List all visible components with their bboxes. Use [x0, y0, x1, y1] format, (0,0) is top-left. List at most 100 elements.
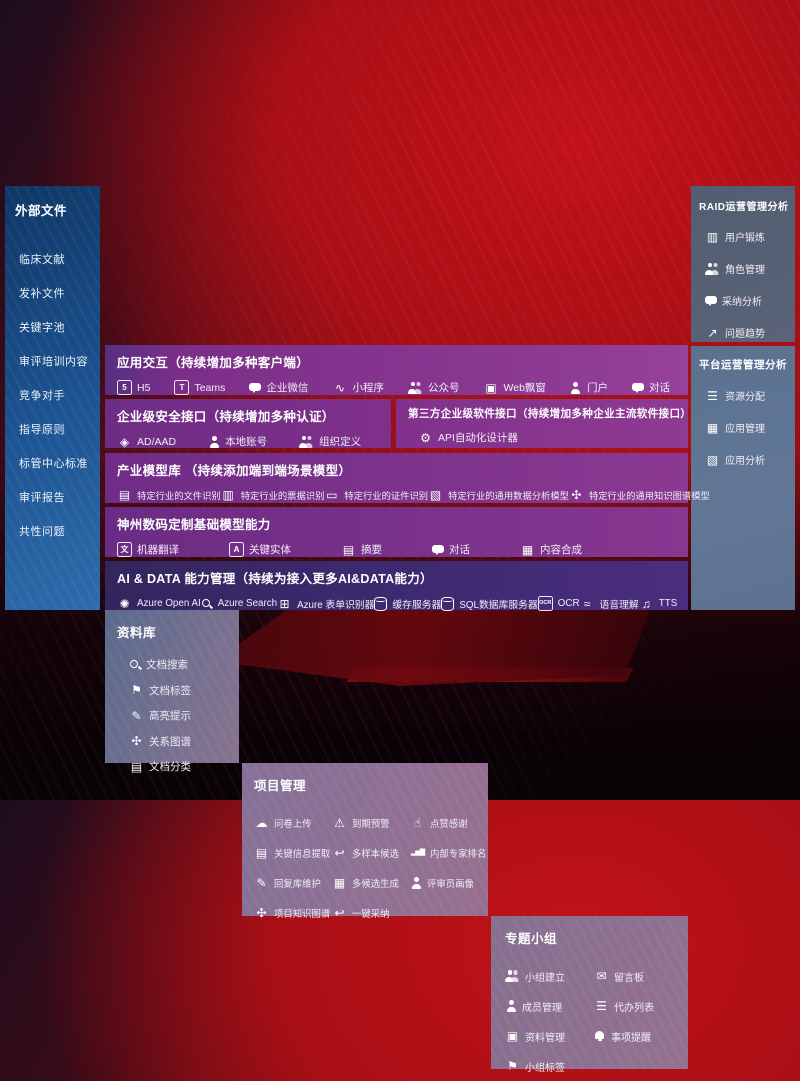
item-doc-search[interactable]: 文档搜索: [129, 657, 233, 672]
industry-invoice-recognize-icon: ▥: [222, 488, 234, 502]
sidebar-item-9[interactable]: 共性问题: [19, 526, 65, 538]
item-azure-openai[interactable]: ✺ Azure Open AI: [117, 596, 200, 611]
item-one-key-adopt[interactable]: ↩ 一键采纳: [332, 906, 408, 920]
item-message-board[interactable]: ✉ 留言板: [594, 969, 683, 984]
sidebar-item-8[interactable]: 审评报告: [19, 492, 65, 504]
item-doc-classify[interactable]: ▤ 文档分类: [129, 759, 233, 774]
item-wecom-chat[interactable]: 企业微信: [249, 380, 308, 395]
raid-title: RAID运营管理分析: [699, 202, 789, 213]
ai-data-title: AI & DATA 能力管理（持续为接入更多AI&DATA能力）: [117, 572, 433, 586]
azure-openai-icon: ✺: [119, 596, 130, 611]
item-summary-doc[interactable]: ▤ 摘要: [341, 542, 382, 557]
sidebar-item-4[interactable]: 审评培训内容: [19, 356, 88, 368]
wecom-chat-icon: [249, 382, 262, 394]
item-user-card[interactable]: ▥ 用户锻炼: [705, 229, 791, 245]
item-label: 特定行业的通用数据分析模型: [448, 491, 569, 501]
item-industry-idcard-recognize[interactable]: ▭ 特定行业的证件识别: [324, 488, 428, 502]
key-info-extract-icon: ▤: [255, 846, 268, 860]
item-tts[interactable]: ♫ TTS: [639, 597, 678, 611]
topic-group-items: 小组建立成员管理 ▣ 资料管理 ⚑ 小组标签 ✉ 留言板 ☰ 代办列表事项提醒: [505, 961, 682, 1081]
item-label: 小组建立: [525, 972, 565, 984]
item-questionnaire-upload[interactable]: ☁ 问卷上传: [254, 816, 330, 830]
item-expert-ranking[interactable]: ▂▅▇ 内部专家排名: [410, 846, 486, 860]
item-group-tag[interactable]: ⚑ 小组标签: [505, 1059, 594, 1074]
item-relation-graph[interactable]: ✣ 关系图谱: [129, 734, 233, 749]
group-tag-icon: ⚑: [507, 1059, 518, 1073]
row-ai-data-management: AI & DATA 能力管理（持续为接入更多AI&DATA能力） ✺ Azure …: [105, 561, 688, 611]
azure-search-icon: [201, 598, 213, 610]
item-role-manage[interactable]: 角色管理: [705, 261, 791, 276]
item-label: 特定行业的证件识别: [344, 491, 429, 501]
multi-sample-candidate-icon: ↩: [334, 846, 345, 860]
item-reminder-bell[interactable]: 事项提醒: [594, 1029, 683, 1044]
item-industry-doc-recognize[interactable]: ▤ 特定行业的文件识别: [117, 488, 221, 502]
item-official-account[interactable]: 公众号: [408, 380, 460, 395]
sidebar-item-6[interactable]: 指导原则: [19, 424, 65, 436]
item-resource-alloc[interactable]: ☰ 资源分配: [705, 388, 791, 404]
item-label: 机器翻译: [137, 544, 179, 556]
sidebar-item-2[interactable]: 发补文件: [19, 288, 65, 300]
item-content-compose[interactable]: ▦ 内容合成: [520, 542, 582, 557]
sidebar-item-7[interactable]: 标管中心标准: [19, 458, 88, 470]
item-todo-list[interactable]: ☰ 代办列表: [594, 999, 683, 1014]
item-org-define[interactable]: 组织定义: [299, 434, 361, 449]
item-project-knowledge-graph[interactable]: ✣ 项目知识图谱: [254, 906, 330, 920]
resource-alloc-icon: ☰: [707, 388, 718, 403]
item-label: 特定行业的通用知识图谱模型: [588, 491, 710, 501]
item-h5[interactable]: 5 H5: [117, 380, 150, 395]
panel-library: 资料库 文档搜索 ⚑ 文档标签 ✎ 高亮提示 ✣ 关系图谱 ▤ 文档分类: [105, 610, 239, 774]
item-web-popup[interactable]: ▣ Web飘窗: [484, 380, 546, 395]
item-label: Azure 表单识别器: [297, 599, 375, 611]
h5-icon: 5: [117, 380, 132, 395]
azure-form-recognizer-icon: ⊞: [279, 596, 290, 611]
item-cache-server[interactable]: 缓存服务器: [374, 596, 441, 611]
dialog-chat-icon: [432, 544, 444, 556]
sidebar-item-3[interactable]: 关键字池: [19, 322, 65, 334]
item-azure-search[interactable]: Azure Search: [201, 598, 277, 610]
item-label: 关系图谱: [149, 735, 191, 748]
expert-ranking-icon: ▂▅▇: [410, 849, 425, 856]
item-ocr[interactable]: OCR OCR: [537, 596, 580, 611]
item-local-account[interactable]: 本地账号: [208, 434, 267, 449]
sql-server-icon: [441, 596, 455, 611]
item-adoption-analysis[interactable]: 采纳分析: [705, 293, 791, 308]
item-speech-understand[interactable]: ≈ 语音理解: [580, 597, 639, 611]
item-app-analysis[interactable]: ▧ 应用分析: [705, 452, 791, 468]
item-reviewer-profile[interactable]: 评审员画像: [410, 876, 486, 890]
item-multi-sample-candidate[interactable]: ↩ 多样本候选: [332, 846, 408, 860]
item-industry-kg-model[interactable]: ✣ 特定行业的通用知识图谱模型: [569, 488, 710, 502]
reminder-bell-icon: [594, 1030, 606, 1042]
item-reply-maintain[interactable]: ✎ 回复库维护: [254, 876, 330, 890]
item-label: 多候选生成: [352, 878, 399, 889]
item-multi-candidate-generate[interactable]: ▦ 多候选生成: [332, 876, 408, 890]
item-app-manage[interactable]: ▦ 应用管理: [705, 420, 791, 436]
ai-data-items: ✺ Azure Open AI Azure Search ⊞ Azure 表单识别器 缓存…: [117, 596, 678, 611]
item-dialog-chat[interactable]: 对话: [432, 542, 470, 557]
sidebar-item-1[interactable]: 临床文献: [19, 254, 65, 266]
item-dialog-chat[interactable]: 对话: [632, 380, 670, 395]
item-label: 特定行业的文件识别: [137, 491, 221, 501]
item-expiry-alert[interactable]: ⚠ 到期预警: [332, 816, 408, 830]
item-doc-tag[interactable]: ⚑ 文档标签: [129, 683, 233, 698]
item-miniprogram[interactable]: ∿ 小程序: [332, 380, 384, 395]
item-industry-data-model[interactable]: ▧ 特定行业的通用数据分析模型: [428, 488, 569, 502]
item-machine-translate[interactable]: 文机器翻译: [117, 542, 179, 557]
item-highlight-pen[interactable]: ✎ 高亮提示: [129, 708, 233, 723]
item-key-entity[interactable]: A 关键实体: [229, 542, 291, 557]
item-teams[interactable]: T Teams: [174, 380, 225, 395]
item-sql-server[interactable]: SQL数据库服务器: [441, 596, 538, 611]
sidebar-item-5[interactable]: 竞争对手: [19, 390, 65, 402]
item-issue-trend[interactable]: ↗ 问题趋势: [705, 325, 791, 341]
item-label: 文档标签: [149, 684, 191, 697]
item-label: 内容合成: [540, 544, 582, 556]
item-portal[interactable]: 门户: [570, 380, 608, 395]
item-industry-invoice-recognize[interactable]: ▥ 特定行业的票据识别: [221, 488, 325, 502]
item-azure-form-recognizer[interactable]: ⊞ Azure 表单识别器: [277, 596, 375, 611]
item-group-create[interactable]: 小组建立: [505, 969, 594, 984]
item-key-info-extract[interactable]: ▤ 关键信息提取: [254, 846, 330, 860]
item-ad-aad-shield[interactable]: ◈ AD/AAD: [117, 435, 176, 449]
item-material-manage[interactable]: ▣ 资料管理: [505, 1029, 594, 1044]
item-api-designer-gear[interactable]: ⚙ API自动化设计器: [418, 430, 518, 445]
item-thumbs-up[interactable]: ☝ 点赞感谢: [410, 816, 486, 830]
item-member-manage[interactable]: 成员管理: [505, 999, 594, 1014]
